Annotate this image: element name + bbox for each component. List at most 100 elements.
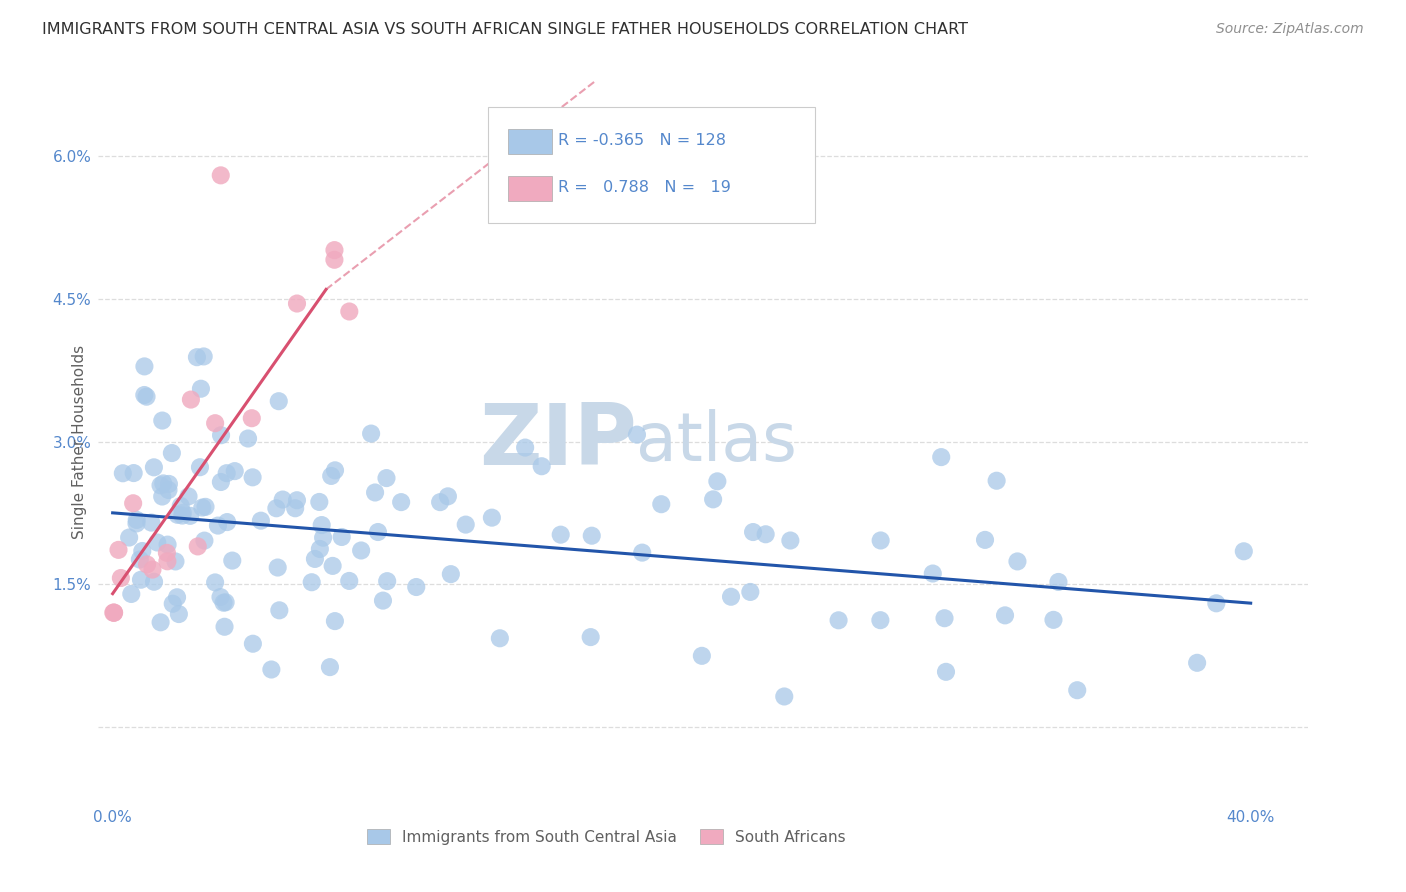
Point <box>720 590 742 604</box>
Point <box>1047 574 1070 589</box>
Point <box>481 510 503 524</box>
Point <box>513 441 536 455</box>
Point <box>827 613 849 627</box>
Point <box>150 413 173 427</box>
Point <box>284 501 307 516</box>
Point <box>773 690 796 704</box>
Point <box>581 529 603 543</box>
Point <box>190 382 212 396</box>
Point <box>702 492 724 507</box>
Point <box>150 490 173 504</box>
Point <box>389 495 412 509</box>
Point <box>172 508 194 523</box>
Point <box>103 606 125 620</box>
Point <box>103 606 125 620</box>
Point <box>152 476 174 491</box>
Point <box>156 546 179 560</box>
Point <box>242 637 264 651</box>
Point <box>160 446 183 460</box>
Point <box>271 492 294 507</box>
Point <box>141 516 163 530</box>
Point <box>129 573 152 587</box>
Point <box>194 500 217 514</box>
FancyBboxPatch shape <box>488 107 815 223</box>
Point <box>215 466 238 480</box>
Point <box>869 613 891 627</box>
Point <box>429 495 451 509</box>
Point <box>311 518 333 533</box>
Point <box>224 464 246 478</box>
Point <box>935 665 957 679</box>
Point <box>180 392 202 407</box>
Point <box>186 350 208 364</box>
Point <box>149 478 172 492</box>
Point <box>209 590 232 604</box>
Point <box>267 394 290 409</box>
Point <box>285 493 308 508</box>
Point <box>209 428 232 442</box>
Point <box>267 560 290 574</box>
Point <box>204 575 226 590</box>
Point <box>323 243 346 257</box>
Point <box>162 597 184 611</box>
Text: ZIP: ZIP <box>479 400 637 483</box>
Point <box>221 553 243 567</box>
Point <box>166 591 188 605</box>
Point <box>217 515 239 529</box>
Point <box>364 485 387 500</box>
Point <box>740 585 762 599</box>
Point <box>1185 656 1208 670</box>
Point <box>103 606 125 620</box>
Point <box>269 603 291 617</box>
Point <box>1205 596 1227 610</box>
Point <box>367 524 389 539</box>
Point <box>986 474 1008 488</box>
Point <box>156 554 179 568</box>
Point <box>323 252 346 267</box>
Point <box>172 506 194 520</box>
Point <box>166 508 188 522</box>
Point <box>187 540 209 554</box>
Point <box>128 552 150 566</box>
Point <box>375 471 398 485</box>
Point <box>921 566 943 581</box>
Point <box>690 648 713 663</box>
Point <box>266 501 288 516</box>
Y-axis label: Single Father Households: Single Father Households <box>72 344 87 539</box>
Point <box>323 463 346 477</box>
Point <box>319 660 342 674</box>
Point <box>934 611 956 625</box>
Text: Source: ZipAtlas.com: Source: ZipAtlas.com <box>1216 22 1364 37</box>
Point <box>304 552 326 566</box>
Point <box>301 575 323 590</box>
Point <box>125 513 148 527</box>
Point <box>122 466 145 480</box>
Point <box>188 460 211 475</box>
Point <box>179 508 201 523</box>
Point <box>214 620 236 634</box>
Point <box>141 563 163 577</box>
Point <box>122 496 145 510</box>
Point <box>579 630 602 644</box>
Point <box>312 531 335 545</box>
Point <box>236 432 259 446</box>
Point <box>285 296 308 310</box>
Point <box>142 460 165 475</box>
Point <box>209 169 232 183</box>
Point <box>165 554 187 568</box>
Point <box>454 517 477 532</box>
Point <box>550 527 572 541</box>
Point <box>250 514 273 528</box>
Point <box>193 533 215 548</box>
Point <box>350 543 373 558</box>
Legend: Immigrants from South Central Asia, South Africans: Immigrants from South Central Asia, Sout… <box>363 825 851 849</box>
Point <box>118 531 141 545</box>
Point <box>240 411 263 425</box>
Point <box>323 614 346 628</box>
Point <box>337 304 360 318</box>
Point <box>136 558 159 572</box>
Point <box>156 538 179 552</box>
Point <box>375 574 398 589</box>
Point <box>337 574 360 588</box>
Point <box>134 388 156 402</box>
